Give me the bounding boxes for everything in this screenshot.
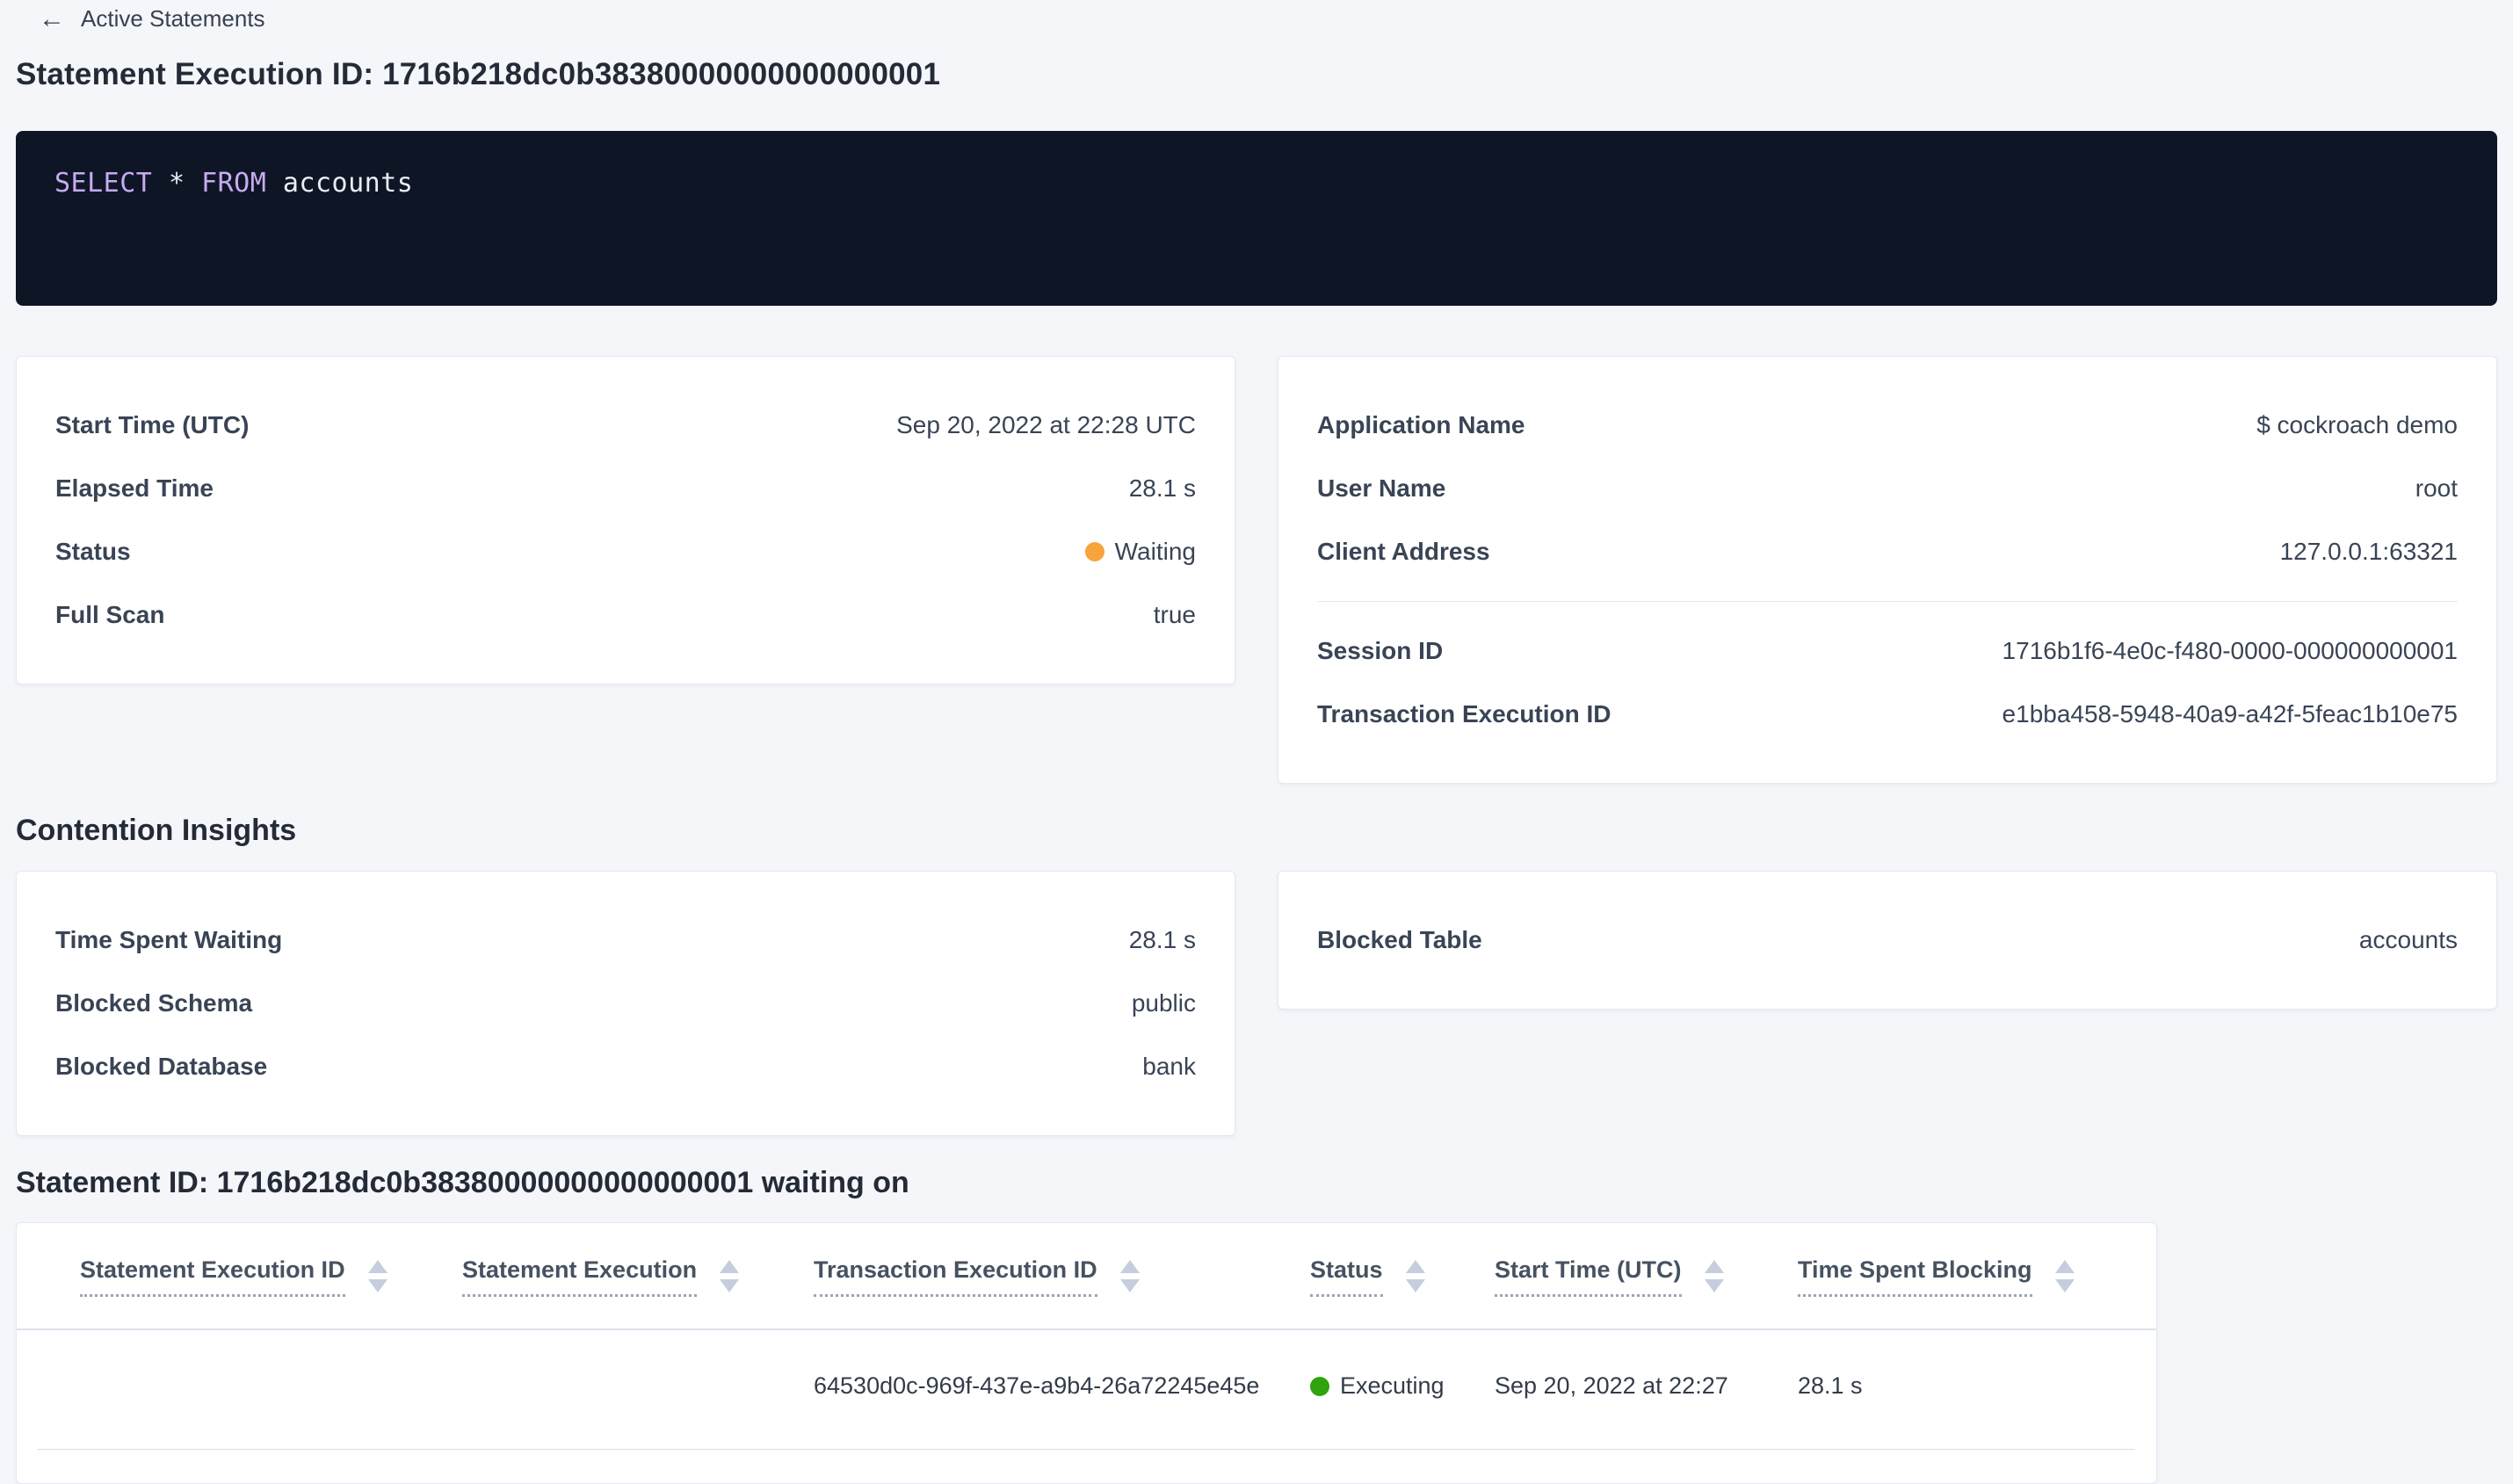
sql-keyword-from: FROM bbox=[201, 168, 267, 199]
start-time-row: Start Time (UTC) Sep 20, 2022 at 22:28 U… bbox=[55, 394, 1196, 457]
blocked-schema-value: public bbox=[1131, 989, 1196, 1017]
waiting-on-table: Statement Execution ID Statement Executi… bbox=[16, 1222, 2157, 1484]
breadcrumb-active-statements[interactable]: ← Active Statements bbox=[39, 0, 265, 33]
contention-cards-row: Time Spent Waiting 28.1 s Blocked Schema… bbox=[16, 871, 2497, 1136]
blocked-schema-label: Blocked Schema bbox=[55, 989, 253, 1017]
column-header-time-spent-blocking-label[interactable]: Time Spent Blocking bbox=[1798, 1256, 2032, 1297]
full-scan-value: true bbox=[1153, 601, 1196, 628]
client-address-label: Client Address bbox=[1317, 538, 1490, 565]
time-spent-waiting-label: Time Spent Waiting bbox=[55, 926, 283, 953]
transaction-execution-id-link[interactable]: e1bba458-5948-40a9-a42f-5feac1b10e75 bbox=[2002, 700, 2458, 728]
column-header-start-time-label[interactable]: Start Time (UTC) bbox=[1495, 1256, 1682, 1297]
sort-icon[interactable] bbox=[1405, 1260, 1425, 1292]
application-name-label: Application Name bbox=[1317, 411, 1525, 438]
column-header-transaction-execution-id: Transaction Execution ID bbox=[814, 1256, 1310, 1297]
column-header-time-spent-blocking: Time Spent Blocking bbox=[1798, 1256, 2132, 1297]
contention-insights-heading: Contention Insights bbox=[16, 814, 297, 847]
start-time-label: Start Time (UTC) bbox=[55, 411, 250, 438]
status-row: Status Waiting bbox=[55, 520, 1196, 583]
transaction-execution-id-row: Transaction Execution ID e1bba458-5948-4… bbox=[1317, 683, 2458, 746]
status-value-text: Waiting bbox=[1114, 538, 1196, 565]
start-time-value: Sep 20, 2022 at 22:28 UTC bbox=[896, 411, 1196, 438]
user-name-label: User Name bbox=[1317, 474, 1446, 502]
blocked-table-card: Blocked Table accounts bbox=[1278, 871, 2497, 1010]
elapsed-time-row: Elapsed Time 28.1 s bbox=[55, 457, 1196, 520]
sql-table-name: accounts bbox=[282, 168, 414, 199]
sort-icon[interactable] bbox=[720, 1260, 740, 1292]
column-header-start-time: Start Time (UTC) bbox=[1495, 1256, 1798, 1297]
column-header-statement-execution-id: Statement Execution ID bbox=[80, 1256, 462, 1297]
sql-statement-box: SELECT * FROM accounts bbox=[16, 131, 2497, 306]
session-id-link[interactable]: 1716b1f6-4e0c-f480-0000-000000000001 bbox=[2002, 637, 2458, 664]
application-name-row: Application Name $ cockroach demo bbox=[1317, 394, 2458, 457]
page-title: Statement Execution ID: 1716b218dc0b3838… bbox=[16, 57, 941, 91]
session-details-card: Application Name $ cockroach demo User N… bbox=[1278, 356, 2497, 784]
table-row: 64530d0c-969f-437e-a9b4-26a72245e45e Exe… bbox=[17, 1330, 2156, 1400]
back-arrow-icon: ← bbox=[39, 4, 65, 33]
column-header-transaction-execution-id-label[interactable]: Transaction Execution ID bbox=[814, 1256, 1097, 1297]
cell-status: Executing bbox=[1310, 1372, 1495, 1400]
elapsed-time-label: Elapsed Time bbox=[55, 474, 214, 502]
time-spent-waiting-row: Time Spent Waiting 28.1 s bbox=[55, 908, 1196, 972]
client-address-row: Client Address 127.0.0.1:63321 bbox=[1317, 520, 2458, 583]
cell-time-spent-blocking: 28.1 s bbox=[1798, 1372, 1863, 1399]
time-spent-waiting-value: 28.1 s bbox=[1128, 926, 1196, 953]
session-id-row: Session ID 1716b1f6-4e0c-f480-0000-00000… bbox=[1317, 619, 2458, 683]
column-header-status: Status bbox=[1310, 1256, 1495, 1297]
blocked-database-row: Blocked Database bank bbox=[55, 1035, 1196, 1098]
waiting-status-icon bbox=[1084, 542, 1104, 561]
sql-star: * bbox=[168, 168, 185, 199]
executing-status-icon bbox=[1310, 1376, 1329, 1396]
cell-transaction-execution-id: 64530d0c-969f-437e-a9b4-26a72245e45e bbox=[814, 1372, 1260, 1399]
blocked-database-label: Blocked Database bbox=[55, 1053, 268, 1080]
column-header-statement-execution-label[interactable]: Statement Execution bbox=[462, 1256, 698, 1297]
transaction-execution-id-label: Transaction Execution ID bbox=[1317, 700, 1611, 728]
sort-icon[interactable] bbox=[1704, 1260, 1724, 1292]
waiting-on-heading: Statement ID: 1716b218dc0b38380000000000… bbox=[16, 1166, 909, 1199]
session-id-label: Session ID bbox=[1317, 637, 1444, 664]
blocked-table-value: accounts bbox=[2358, 926, 2458, 953]
status-label: Status bbox=[55, 538, 131, 565]
sort-icon[interactable] bbox=[2054, 1260, 2075, 1292]
elapsed-time-value: 28.1 s bbox=[1128, 474, 1196, 502]
application-name-value: $ cockroach demo bbox=[2256, 411, 2458, 438]
user-name-value: root bbox=[2415, 474, 2458, 502]
column-header-statement-execution-id-label[interactable]: Statement Execution ID bbox=[80, 1256, 345, 1297]
cell-status-text: Executing bbox=[1340, 1372, 1445, 1399]
breadcrumb-label: Active Statements bbox=[81, 5, 265, 32]
user-name-row: User Name root bbox=[1317, 457, 2458, 520]
blocked-table-row: Blocked Table accounts bbox=[1317, 908, 2458, 972]
waiting-on-table-header: Statement Execution ID Statement Executi… bbox=[17, 1256, 2156, 1297]
execution-overview-card: Start Time (UTC) Sep 20, 2022 at 22:28 U… bbox=[16, 356, 1235, 684]
cell-start-time: Sep 20, 2022 at 22:27 bbox=[1495, 1372, 1728, 1399]
session-card-divider bbox=[1317, 601, 2458, 602]
full-scan-row: Full Scan true bbox=[55, 583, 1196, 647]
sort-icon[interactable] bbox=[367, 1260, 387, 1292]
overview-cards-row: Start Time (UTC) Sep 20, 2022 at 22:28 U… bbox=[16, 356, 2497, 784]
column-header-status-label[interactable]: Status bbox=[1310, 1256, 1383, 1297]
column-header-statement-execution: Statement Execution bbox=[462, 1256, 814, 1297]
client-address-value: 127.0.0.1:63321 bbox=[2279, 538, 2458, 565]
full-scan-label: Full Scan bbox=[55, 601, 165, 628]
table-header-divider bbox=[17, 1328, 2156, 1330]
blocked-database-value: bank bbox=[1142, 1053, 1196, 1080]
blocked-table-label: Blocked Table bbox=[1317, 926, 1482, 953]
sql-keyword-select: SELECT bbox=[54, 168, 153, 199]
sort-icon[interactable] bbox=[1119, 1260, 1140, 1292]
blocked-schema-row: Blocked Schema public bbox=[55, 972, 1196, 1035]
status-value: Waiting bbox=[1084, 538, 1196, 566]
contention-details-card: Time Spent Waiting 28.1 s Blocked Schema… bbox=[16, 871, 1235, 1136]
